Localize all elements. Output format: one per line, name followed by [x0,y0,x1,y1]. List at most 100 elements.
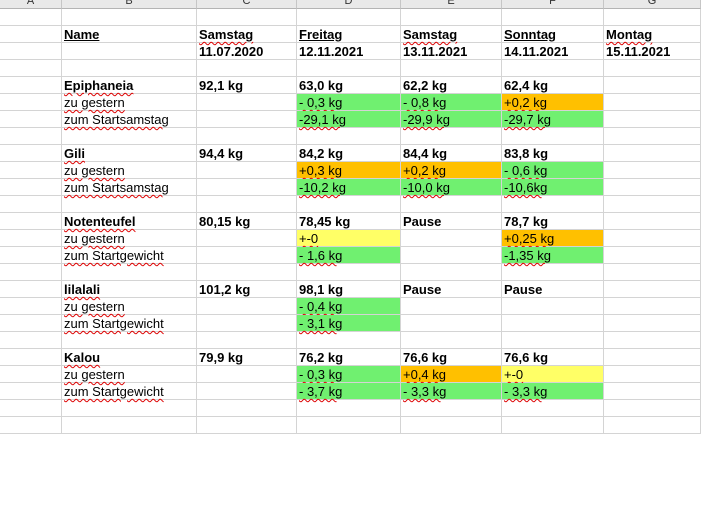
cell[interactable] [604,213,701,230]
diff-label[interactable]: zu gestern [62,94,197,111]
cell[interactable] [197,196,297,213]
diff-value[interactable] [401,230,502,247]
cell[interactable] [62,9,197,26]
weight-value[interactable]: 76,6 kg [401,349,502,366]
cell[interactable] [0,77,62,94]
cell[interactable] [297,60,401,77]
start-weight[interactable]: 80,15 kg [197,213,297,230]
weight-value[interactable]: Pause [401,281,502,298]
cell[interactable] [197,60,297,77]
cell[interactable] [62,43,197,60]
cell[interactable] [197,332,297,349]
diff-label[interactable]: zum Startgewicht [62,247,197,264]
cell[interactable] [604,349,701,366]
cell[interactable] [0,145,62,162]
cell[interactable] [0,128,62,145]
cell[interactable] [297,196,401,213]
diff-value[interactable]: - 3,3 kg [401,383,502,400]
cell[interactable] [0,213,62,230]
cell[interactable] [197,366,297,383]
cell[interactable] [197,315,297,332]
cell[interactable] [502,9,604,26]
cell[interactable] [604,400,701,417]
cell[interactable] [502,60,604,77]
cell[interactable] [604,417,701,434]
diff-label[interactable]: zu gestern [62,366,197,383]
diff-value[interactable]: - 3,3 kg [502,383,604,400]
start-weight[interactable]: 94,4 kg [197,145,297,162]
cell[interactable] [401,332,502,349]
person-name[interactable]: Gili [62,145,197,162]
weight-value[interactable]: 76,6 kg [502,349,604,366]
cell[interactable] [197,400,297,417]
weight-value[interactable]: 98,1 kg [297,281,401,298]
cell[interactable] [0,230,62,247]
diff-label[interactable]: zu gestern [62,230,197,247]
diff-value[interactable]: -29,9 kg [401,111,502,128]
diff-value[interactable] [401,315,502,332]
cell[interactable] [401,264,502,281]
weight-value[interactable]: Pause [502,281,604,298]
cell[interactable] [604,196,701,213]
header-day[interactable]: Freitag [297,26,401,43]
column-header-c[interactable]: C [197,0,297,9]
cell[interactable] [401,60,502,77]
weight-value[interactable]: 78,45 kg [297,213,401,230]
start-weight[interactable]: 101,2 kg [197,281,297,298]
cell[interactable] [297,128,401,145]
weight-value[interactable]: 63,0 kg [297,77,401,94]
diff-value[interactable]: -29,7 kg [502,111,604,128]
cell[interactable] [0,196,62,213]
cell[interactable] [297,417,401,434]
cell[interactable] [62,417,197,434]
diff-value[interactable]: -10,2 kg [297,179,401,196]
weight-value[interactable]: 78,7 kg [502,213,604,230]
cell[interactable] [604,77,701,94]
diff-value[interactable]: - 1,6 kg [297,247,401,264]
cell[interactable] [604,111,701,128]
cell[interactable] [0,162,62,179]
cell[interactable] [197,298,297,315]
cell[interactable] [0,315,62,332]
diff-value[interactable]: - 0,3 kg [297,366,401,383]
cell[interactable] [62,264,197,281]
diff-label[interactable]: zu gestern [62,298,197,315]
cell[interactable] [297,332,401,349]
cell[interactable] [502,196,604,213]
cell[interactable] [401,417,502,434]
header-date[interactable]: 14.11.2021 [502,43,604,60]
cell[interactable] [0,366,62,383]
header-day[interactable]: Samstag [401,26,502,43]
diff-value[interactable] [502,315,604,332]
column-header-d[interactable]: D [297,0,401,9]
cell[interactable] [197,417,297,434]
header-date[interactable]: 11.07.2020 [197,43,297,60]
start-weight[interactable]: 79,9 kg [197,349,297,366]
diff-value[interactable]: +0,2 kg [502,94,604,111]
cell[interactable] [297,400,401,417]
diff-value[interactable] [502,298,604,315]
cell[interactable] [0,179,62,196]
cell[interactable] [604,128,701,145]
cell[interactable] [197,264,297,281]
cell[interactable] [604,383,701,400]
cell[interactable] [401,196,502,213]
cell[interactable] [197,94,297,111]
cell[interactable] [0,94,62,111]
diff-value[interactable]: -10,6kg [502,179,604,196]
cell[interactable] [502,417,604,434]
cell[interactable] [197,383,297,400]
diff-label[interactable]: zum Startgewicht [62,315,197,332]
header-day[interactable]: Samstag [197,26,297,43]
cell[interactable] [604,230,701,247]
cell[interactable] [604,94,701,111]
column-header-b[interactable]: B [62,0,197,9]
person-name[interactable]: Kalou [62,349,197,366]
cell[interactable] [604,9,701,26]
cell[interactable] [604,179,701,196]
cell[interactable] [0,43,62,60]
column-header-g[interactable]: G [604,0,701,9]
cell[interactable] [197,247,297,264]
cell[interactable] [0,332,62,349]
weight-value[interactable]: 62,4 kg [502,77,604,94]
